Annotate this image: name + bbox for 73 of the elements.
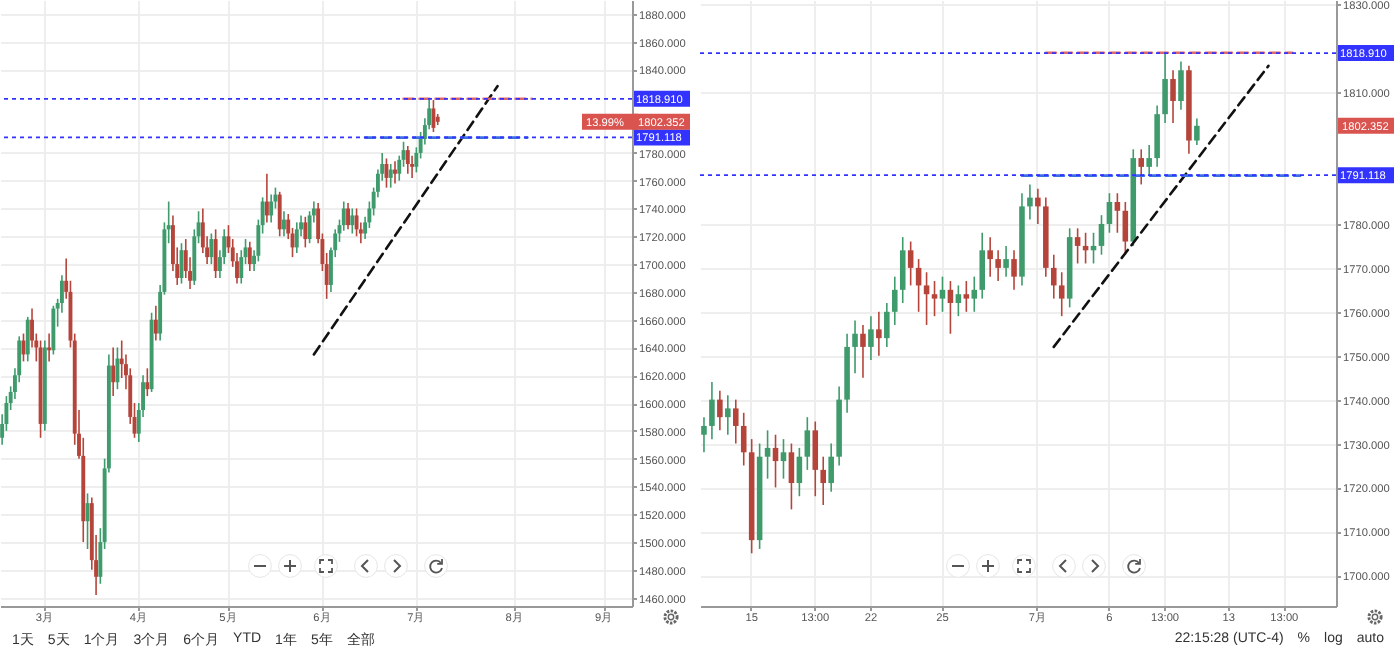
candlestick: [1035, 188, 1041, 225]
candlestick: [876, 310, 882, 357]
candlestick: [405, 145, 410, 175]
candlestick: [1058, 271, 1065, 317]
candlestick: [732, 398, 739, 445]
candlestick: [145, 367, 150, 397]
candlestick: [346, 202, 350, 231]
candlestick: [1003, 245, 1009, 278]
candlestick: [153, 304, 158, 342]
candlestick: [701, 416, 707, 454]
candlestick: [277, 191, 282, 238]
candlestick: [431, 99, 436, 133]
candlestick: [1194, 117, 1200, 146]
candlestick: [939, 275, 946, 313]
candlestick: [1170, 69, 1176, 124]
candlestick: [963, 280, 970, 313]
candlestick: [1098, 214, 1105, 256]
candlestick: [828, 442, 834, 493]
candlestick: [788, 442, 795, 511]
candlestick: [1146, 144, 1152, 177]
candlestick: [303, 216, 308, 249]
candlestick: [899, 236, 906, 304]
candlestick: [1114, 192, 1121, 234]
candlestick: [282, 210, 286, 238]
candlestick: [115, 346, 120, 390]
candlestick: [307, 210, 312, 245]
candlestick: [717, 390, 723, 432]
candlestick: [1050, 253, 1057, 300]
candlestick: [764, 429, 771, 480]
candlestick: [213, 228, 218, 279]
candlestick: [709, 381, 715, 440]
candlestick: [269, 193, 274, 224]
candlestick: [209, 232, 214, 265]
candlestick: [51, 304, 56, 356]
candlestick: [907, 240, 914, 287]
candlestick: [804, 416, 811, 471]
candlestick: [780, 438, 787, 480]
candlestick: [995, 249, 1001, 282]
candlestick: [1162, 52, 1168, 124]
candlestick: [931, 280, 938, 317]
candlestick: [955, 284, 962, 317]
candlestick: [1154, 104, 1160, 168]
candlestick: [111, 346, 116, 397]
candlestick: [388, 163, 393, 189]
candlestick: [247, 241, 252, 272]
candlestick: [354, 207, 359, 238]
candlestick: [884, 302, 890, 348]
candlestick: [1011, 249, 1017, 291]
candlestick: [868, 315, 874, 361]
candlestick: [891, 275, 898, 326]
candlestick: [1178, 60, 1184, 111]
candlestick: [47, 332, 52, 363]
candlestick: [852, 319, 858, 375]
candlestick: [812, 420, 819, 498]
candlestick: [987, 236, 993, 278]
candlestick: [1122, 201, 1129, 256]
candlestick: [1138, 148, 1145, 186]
candlestick: [860, 324, 866, 379]
candlestick: [1074, 227, 1081, 265]
candlestick: [350, 207, 355, 235]
candlestick: [979, 231, 986, 300]
candlestick: [1027, 183, 1033, 221]
candlestick: [1106, 192, 1113, 234]
candlestick: [25, 316, 30, 363]
candlestick: [725, 394, 731, 436]
candlestick: [393, 160, 397, 185]
candlestick: [410, 154, 415, 179]
candlestick: [294, 221, 299, 254]
candlestick: [820, 455, 827, 506]
candlestick: [264, 172, 269, 224]
candlestick: [740, 411, 747, 467]
candlestick: [971, 275, 978, 313]
candlestick: [923, 271, 930, 326]
